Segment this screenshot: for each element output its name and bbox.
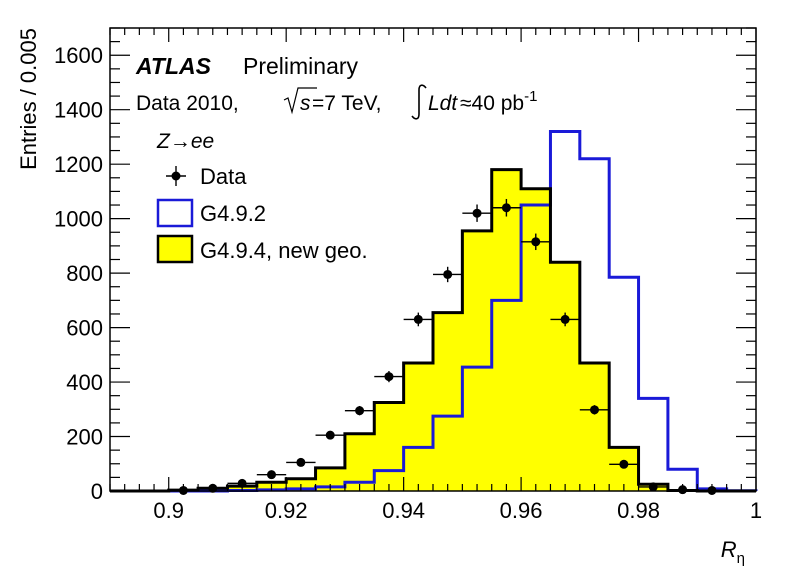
y-tick-label: 0 — [91, 479, 103, 504]
data-point — [256, 470, 287, 480]
y-tick-label: 600 — [66, 316, 103, 341]
svg-text:Ldt: Ldt — [428, 92, 458, 115]
sqrt-s-symbol: s — [283, 87, 317, 115]
legend-label-g492: G4.9.2 — [200, 201, 266, 226]
data-point — [609, 459, 639, 469]
x-tick-label: 0.9 — [153, 498, 184, 523]
x-tick-label: 0.96 — [500, 498, 543, 523]
y-tick-label: 1000 — [54, 207, 103, 232]
luminosity-label: ≈40 pb-1 — [460, 88, 537, 115]
data-point — [315, 430, 345, 440]
legend-item-g494: G4.9.4, new geo. — [156, 234, 368, 264]
energy-label: =7 TeV, — [312, 92, 382, 115]
x-axis-title: Rη — [721, 537, 745, 567]
legend: Data G4.9.2 G4.9.4, new geo. — [156, 164, 368, 264]
y-tick-label: 1200 — [54, 152, 103, 177]
data-point — [374, 371, 404, 383]
axes-layer: 0.9 0.92 0.94 0.96 0.98 1 0 200 400 600 800 1000 120… — [54, 27, 762, 523]
channel-label: Z→ee — [156, 130, 214, 153]
data-point — [433, 266, 463, 283]
x-tick-label: 1 — [750, 498, 762, 523]
integral-symbol: Ldt — [411, 84, 458, 120]
y-tick-label: 1600 — [54, 43, 103, 68]
legend-marker-data — [171, 171, 181, 181]
legend-label-data: Data — [200, 164, 247, 189]
preliminary-label: Preliminary — [243, 53, 359, 79]
data-point — [550, 312, 580, 327]
data-point — [579, 405, 610, 415]
x-tick-label: 0.92 — [265, 498, 308, 523]
data-point — [344, 405, 375, 416]
legend-swatch-g492 — [156, 198, 194, 228]
svg-text:s: s — [300, 92, 311, 115]
legend-swatch-g494 — [156, 234, 194, 264]
legend-item-data: Data — [166, 164, 247, 189]
y-tick-label: 800 — [66, 261, 103, 286]
atlas-label: ATLAS — [135, 53, 212, 79]
x-tick-label: 0.94 — [382, 498, 425, 523]
legend-item-g492: G4.9.2 — [156, 198, 266, 228]
data-point — [403, 312, 433, 327]
y-tick-label: 400 — [66, 370, 103, 395]
data-point — [462, 204, 492, 222]
data-point — [521, 233, 551, 251]
y-axis-title: Entries / 0.005 — [16, 28, 41, 170]
x-axis-title-main: R — [721, 537, 737, 562]
x-axis-title-sub: η — [737, 550, 745, 567]
legend-label-g494: G4.9.4, new geo. — [200, 238, 368, 263]
x-tick-label: 0.98 — [617, 498, 660, 523]
data-point — [286, 457, 316, 467]
dataset-label: Data 2010, — [136, 92, 239, 115]
y-tick-label: 1400 — [54, 98, 103, 123]
data-point — [491, 198, 522, 217]
y-tick-label: 200 — [66, 425, 103, 450]
